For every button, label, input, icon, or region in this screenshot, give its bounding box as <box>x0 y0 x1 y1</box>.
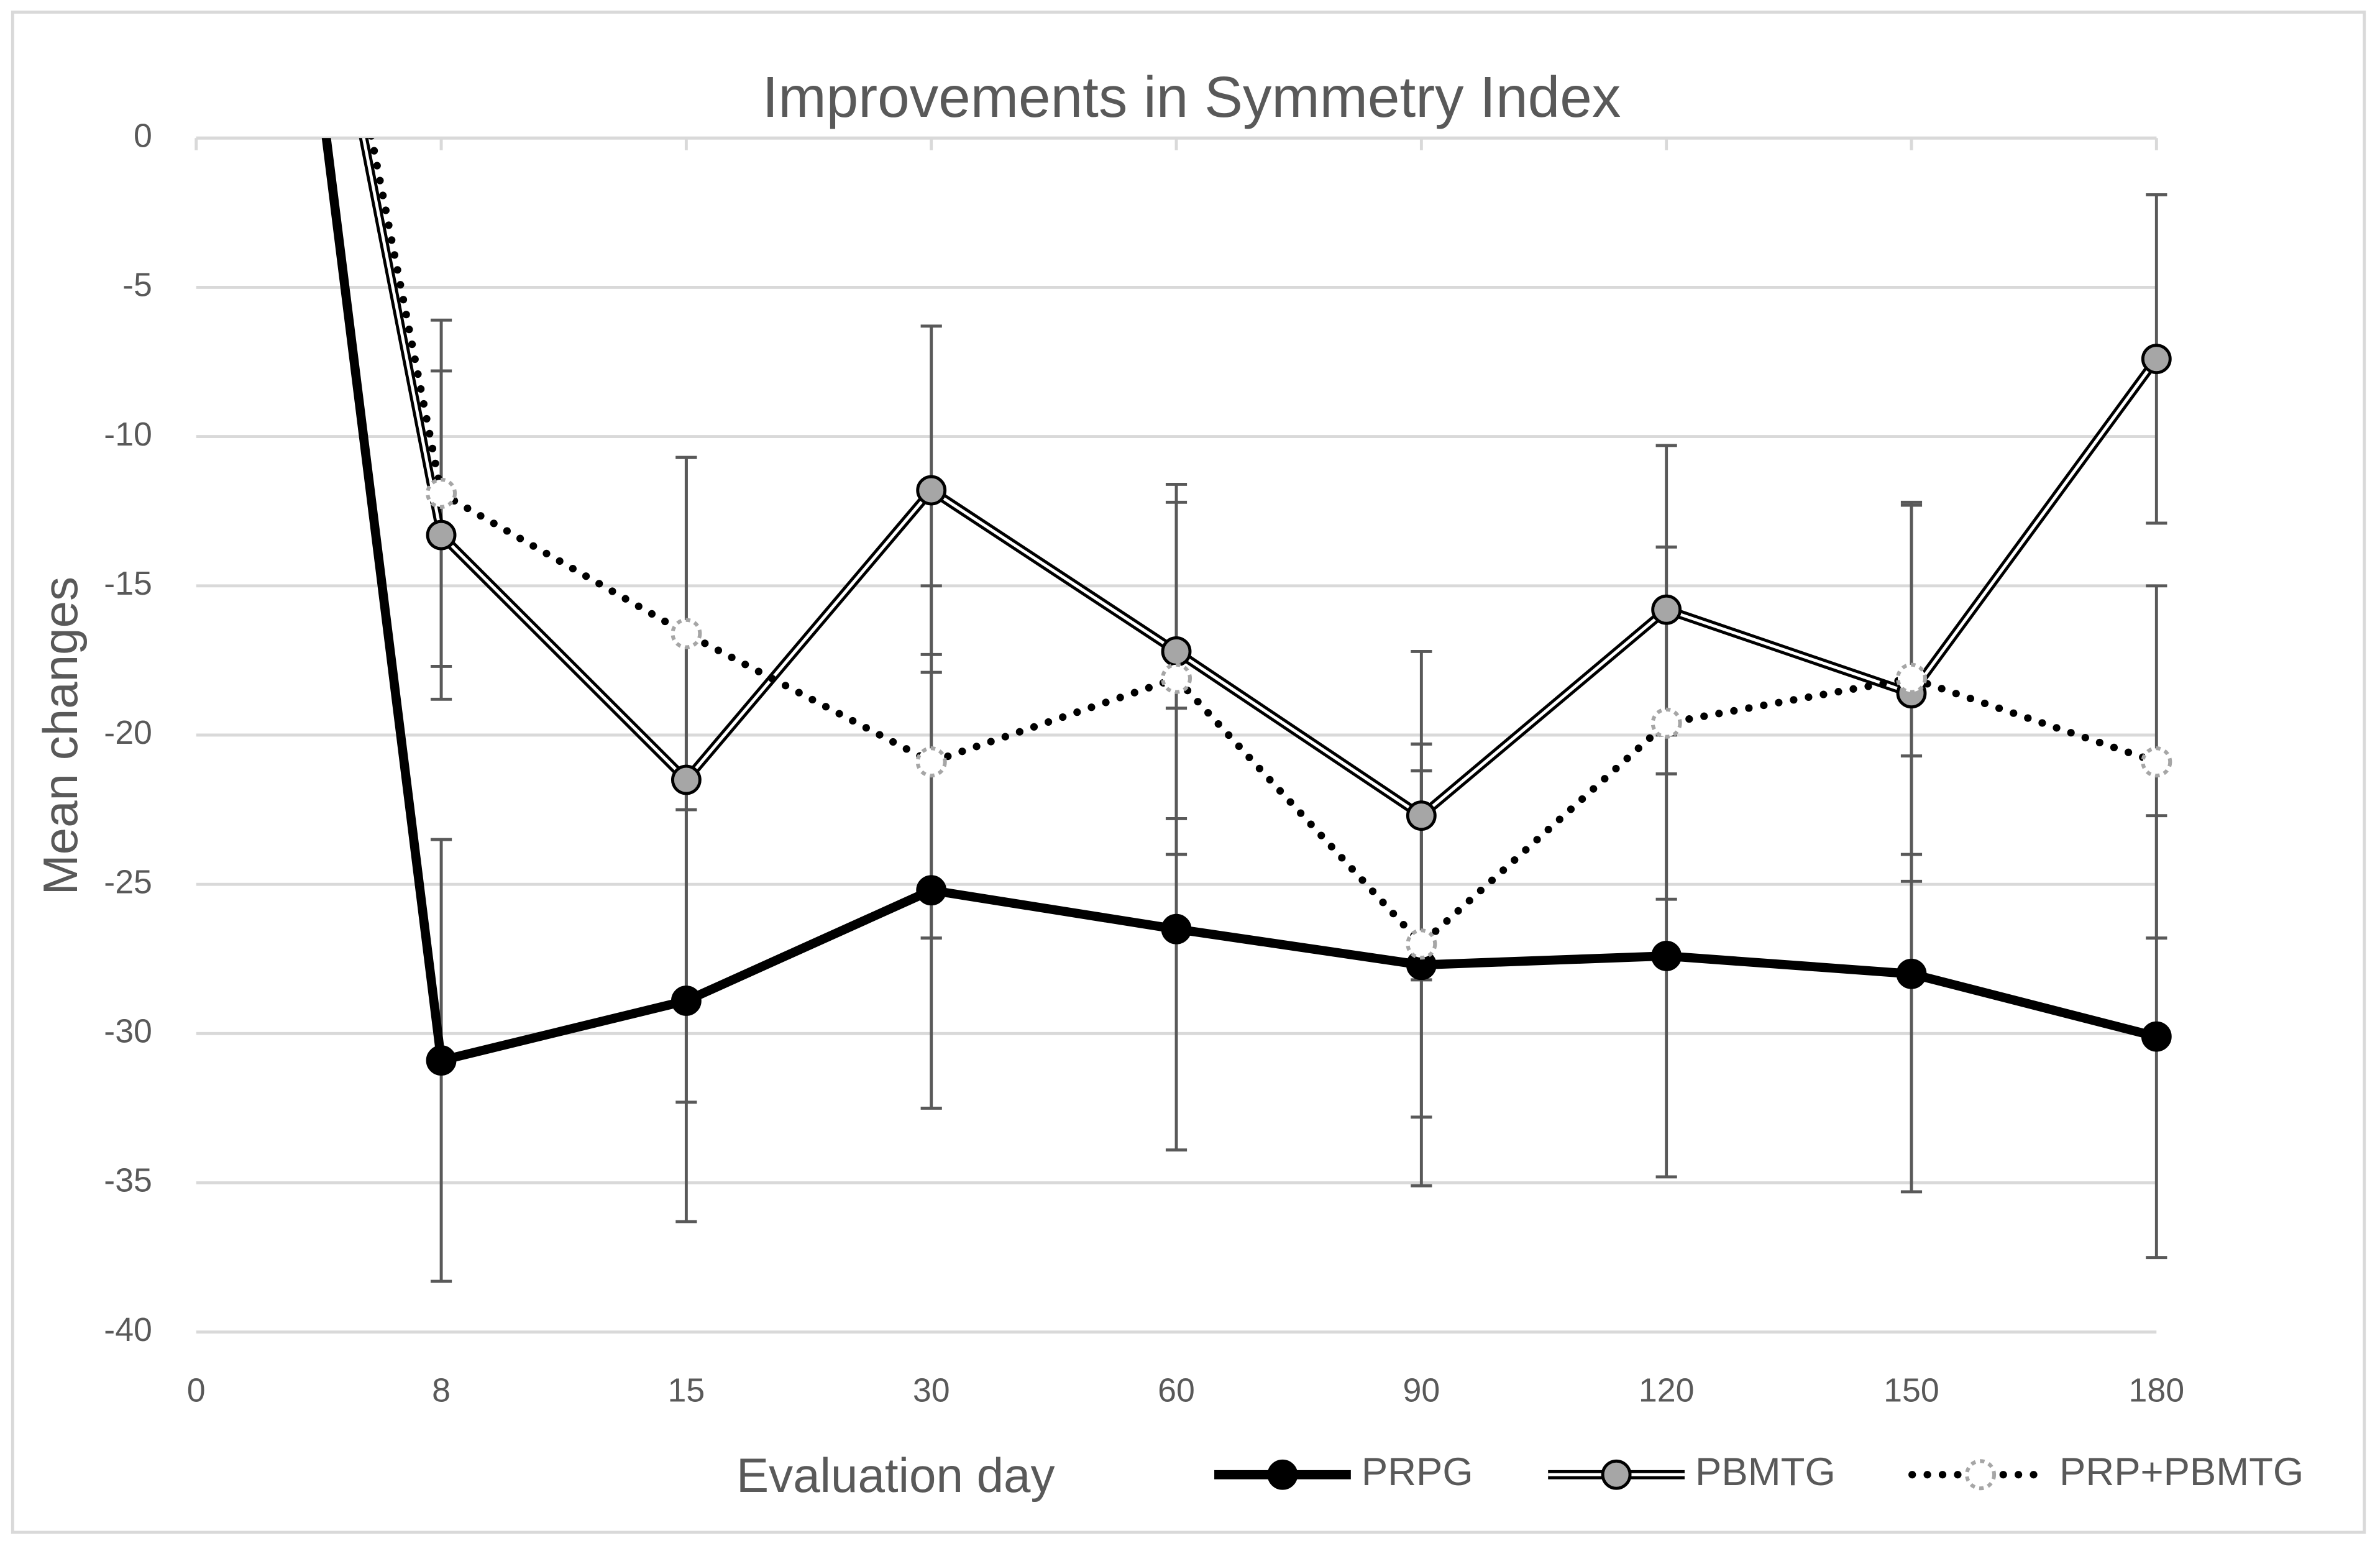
legend-label: PBMTG <box>1695 1450 1836 1494</box>
marker <box>1161 636 1192 667</box>
marker <box>671 986 702 1016</box>
plot-area <box>321 138 2172 1283</box>
x-tick-label: 120 <box>1639 1372 1695 1409</box>
x-tick-label: 8 <box>432 1372 451 1409</box>
x-tick-label: 0 <box>187 1372 206 1409</box>
y-tick-label: -25 <box>104 863 152 900</box>
chart-title: Improvements in Symmetry Index <box>762 65 1621 129</box>
marker <box>426 519 457 551</box>
legend: PRPG PBMTG PRP+PBMTG <box>1214 1450 2304 1494</box>
legend-label: PRP+PBMTG <box>2059 1450 2304 1494</box>
y-axis-title: Mean changes <box>33 577 88 895</box>
grid: 0 -5 -10 -15 -20 -25 -30 -35 -40 0 8 15 30 60 90 120 150… <box>104 117 2184 1409</box>
marker <box>1650 707 1682 739</box>
marker <box>426 1045 457 1076</box>
marker <box>1406 928 1437 960</box>
marker <box>1965 1459 1997 1491</box>
x-tick-label: 15 <box>668 1372 705 1409</box>
marker <box>1651 594 1682 625</box>
marker <box>1160 662 1192 694</box>
y-tick-label: 0 <box>134 117 152 154</box>
x-tick-label: 90 <box>1403 1372 1440 1409</box>
marker <box>2141 344 2172 375</box>
marker <box>1406 800 1437 831</box>
x-axis-title: Evaluation day <box>736 1448 1055 1503</box>
x-tick-label: 60 <box>1158 1372 1195 1409</box>
legend-label: PRPG <box>1362 1450 1473 1494</box>
x-tick-label: 30 <box>913 1372 950 1409</box>
marker <box>1651 941 1682 971</box>
y-tick-label: -10 <box>104 416 152 453</box>
marker <box>1895 662 1928 694</box>
x-tick-label: 150 <box>1883 1372 1939 1409</box>
y-tick-label: -35 <box>104 1162 152 1199</box>
y-tick-label: -5 <box>122 267 152 304</box>
marker <box>915 746 947 778</box>
marker <box>426 477 457 509</box>
marker <box>916 475 947 506</box>
marker <box>916 875 947 906</box>
chart-border <box>11 11 2366 1534</box>
marker <box>1896 958 1927 989</box>
marker <box>671 618 702 649</box>
y-tick-label: -20 <box>104 714 152 751</box>
marker <box>2141 1021 2172 1052</box>
marker <box>1161 913 1192 945</box>
x-tick-label: 180 <box>2129 1372 2185 1409</box>
marker <box>2141 746 2172 778</box>
marker <box>1267 1459 1298 1490</box>
y-tick-label: -15 <box>104 565 152 602</box>
marker <box>1601 1459 1632 1490</box>
marker <box>671 764 702 795</box>
y-tick-label: -40 <box>104 1311 152 1348</box>
y-tick-label: -30 <box>104 1013 152 1050</box>
